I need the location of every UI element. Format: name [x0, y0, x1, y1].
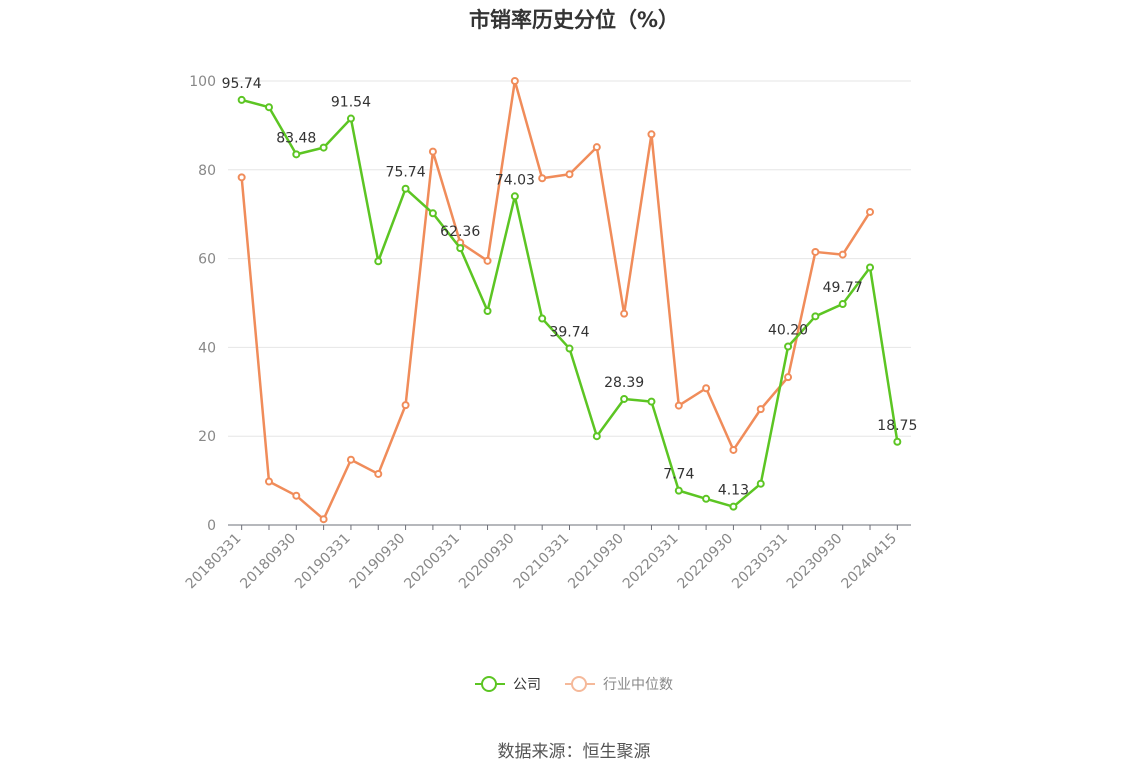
x-tick-label: 20240415 [838, 531, 900, 593]
data-point-company [811, 312, 820, 321]
x-tick-label: 20230930 [784, 531, 846, 593]
data-point-industry-median [565, 170, 574, 179]
x-tick-label: 20190930 [347, 531, 409, 593]
data-point-industry-median [784, 373, 793, 382]
data-point-company [401, 184, 410, 193]
series-layer [237, 77, 902, 524]
data-point-industry-median [620, 309, 629, 318]
data-point-industry-median [811, 247, 820, 256]
series-line-company [241, 98, 899, 508]
x-tick-label: 20190331 [292, 531, 354, 593]
grid-lines [228, 80, 911, 437]
x-tick-label: 20210331 [511, 531, 573, 593]
data-point-company [647, 397, 656, 406]
data-point-industry-median [838, 250, 847, 259]
data-point-industry-median [374, 469, 383, 478]
data-point-company [510, 192, 519, 201]
data-point-industry-median [483, 256, 492, 265]
data-point-industry-median [401, 401, 410, 410]
x-tick-label: 20180930 [237, 531, 299, 593]
data-point-company [893, 437, 902, 446]
data-point-industry-median [428, 147, 437, 156]
data-point-industry-median [237, 173, 246, 182]
x-tick-label: 20210930 [565, 531, 627, 593]
y-tick-label: 20 [198, 429, 216, 445]
x-tick-label: 20230331 [729, 531, 791, 593]
legend-label-company: 公司 [513, 677, 541, 693]
data-point-company [674, 486, 683, 495]
data-point-industry-median [346, 455, 355, 464]
data-point-company [729, 502, 738, 511]
data-point-company [264, 103, 273, 112]
data-point-company [565, 344, 574, 353]
data-labels: 95.74 83.48 91.54 75.74 62.36 74.03 39.74 28.39… [222, 76, 918, 499]
x-tick-label: 20220930 [675, 531, 737, 593]
data-point-industry-median [647, 130, 656, 139]
data-point-industry-median [729, 445, 738, 454]
data-label: 83.48 [276, 130, 316, 146]
data-point-industry-median [756, 405, 765, 414]
data-point-company [784, 342, 793, 351]
x-tick-label: 20220331 [620, 531, 682, 593]
data-label: 49.77 [823, 280, 863, 296]
x-tick-label: 20180331 [183, 531, 245, 593]
data-point-industry-median [674, 401, 683, 410]
legend-item-company[interactable]: 公司 [475, 674, 541, 694]
x-tick-label: 20200331 [401, 531, 463, 593]
data-point-company [483, 306, 492, 315]
data-point-company [292, 150, 301, 159]
data-point-company [702, 494, 711, 503]
data-label: 40.20 [768, 323, 808, 339]
data-point-company [756, 479, 765, 488]
series-line-industry-median [240, 79, 872, 521]
data-point-company [866, 263, 875, 272]
data-point-industry-median [702, 384, 711, 393]
y-tick-label: 80 [198, 163, 216, 179]
x-tick-label: 20200930 [456, 531, 518, 593]
legend-item-industry-median[interactable]: 行业中位数 [565, 674, 673, 694]
legend-swatch-industry-median [565, 676, 595, 692]
data-label: 91.54 [331, 95, 371, 111]
data-point-company [237, 95, 246, 104]
y-tick-label: 100 [189, 74, 216, 90]
legend-label-industry-median: 行业中位数 [603, 677, 673, 693]
data-point-company [538, 314, 547, 323]
data-label: 62.36 [440, 224, 480, 240]
data-point-industry-median [292, 491, 301, 500]
data-point-company [346, 114, 355, 123]
data-point-company [592, 432, 601, 441]
data-point-industry-median [264, 477, 273, 486]
data-source: 数据来源：恒生聚源 [497, 742, 651, 762]
data-label: 74.03 [495, 172, 535, 188]
data-point-company [838, 300, 847, 309]
line-chart: 0 20 40 60 80 100 2018033120180930201903312019… [183, 74, 918, 593]
data-point-company [374, 257, 383, 266]
y-tick-label: 0 [207, 518, 216, 534]
data-point-company [620, 394, 629, 403]
data-label: 18.75 [877, 418, 917, 434]
data-label: 4.13 [718, 483, 749, 499]
data-point-industry-median [538, 174, 547, 183]
data-label: 75.74 [386, 165, 426, 181]
data-point-company [428, 209, 437, 218]
data-point-industry-median [592, 143, 601, 152]
data-point-company [319, 143, 328, 152]
chart-title: 市销率历史分位（%） [468, 8, 680, 32]
legend: 公司 行业中位数 [0, 674, 1148, 694]
data-label: 7.74 [663, 467, 694, 483]
y-tick-label: 60 [198, 252, 216, 268]
data-label: 39.74 [549, 325, 589, 341]
data-label: 28.39 [604, 375, 644, 391]
data-point-company [456, 244, 465, 253]
data-point-industry-median [319, 515, 328, 524]
legend-swatch-company [475, 676, 505, 692]
data-point-industry-median [510, 77, 519, 85]
y-tick-label: 40 [198, 340, 216, 356]
data-label: 95.74 [222, 76, 262, 92]
data-point-industry-median [866, 207, 875, 216]
